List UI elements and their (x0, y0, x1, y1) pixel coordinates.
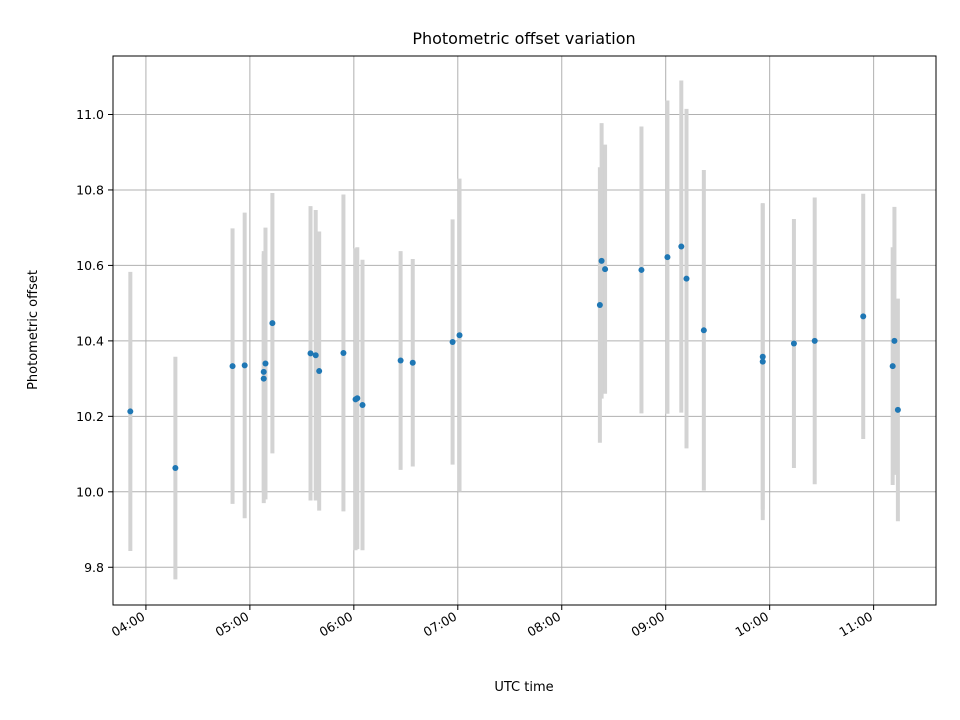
plot-area-frame (112, 55, 937, 606)
data-point (127, 408, 134, 415)
y-tick-label: 10.2 (76, 409, 104, 424)
x-axis: 04:00 05:00 06:00 07:00 08:00 09:00 10:00 11:00 (109, 605, 875, 640)
data-point (759, 353, 766, 360)
data-point (340, 349, 347, 356)
data-point (456, 332, 463, 339)
y-tick-label: 10.0 (76, 484, 104, 499)
y-tick-label: 11.0 (76, 107, 104, 122)
chart-title: Photometric offset variation (412, 29, 635, 48)
plot-area-background (113, 56, 936, 605)
data-point (638, 266, 645, 273)
data-point (664, 254, 671, 261)
data-point (860, 313, 867, 320)
x-tick-label: 11:00 (836, 609, 875, 640)
y-tick-label: 10.4 (76, 333, 104, 348)
x-tick-label: 09:00 (629, 609, 668, 640)
x-tick-label: 05:00 (213, 609, 252, 640)
x-tick-label: 08:00 (525, 609, 564, 640)
x-tick-label: 06:00 (317, 609, 356, 640)
data-point (397, 357, 404, 364)
data-point (409, 359, 416, 366)
data-point (700, 327, 707, 334)
x-tick-label: 10:00 (732, 609, 771, 640)
y-tick-label: 10.8 (76, 182, 104, 197)
y-tick-label: 9.8 (84, 560, 104, 575)
data-point (596, 302, 603, 309)
data-points (127, 243, 901, 472)
x-tick-label: 07:00 (421, 609, 460, 640)
data-point (172, 465, 179, 472)
x-axis-label: UTC time (494, 680, 553, 695)
y-axis: 9.8 10.0 10.2 10.4 10.6 10.8 11.0 (76, 107, 113, 575)
data-point (316, 368, 323, 375)
data-point (759, 358, 766, 365)
data-point (307, 350, 314, 357)
data-point (811, 337, 818, 344)
data-point (229, 363, 236, 370)
x-tick-label: 04:00 (109, 609, 148, 640)
data-point (894, 406, 901, 413)
y-tick-label: 10.6 (76, 258, 104, 273)
data-point (260, 375, 267, 382)
data-point (359, 402, 366, 409)
data-point (241, 362, 248, 369)
data-point (262, 360, 269, 367)
data-point (312, 352, 319, 359)
data-point (678, 243, 685, 250)
data-point (269, 320, 276, 327)
data-point (889, 363, 896, 370)
data-point (602, 266, 609, 273)
data-point (891, 337, 898, 344)
data-point (598, 257, 605, 264)
data-point (449, 339, 456, 346)
y-axis-label: Photometric offset (26, 270, 41, 390)
data-point (354, 395, 361, 402)
data-point (683, 275, 690, 282)
data-point (790, 340, 797, 347)
data-point (260, 368, 267, 375)
